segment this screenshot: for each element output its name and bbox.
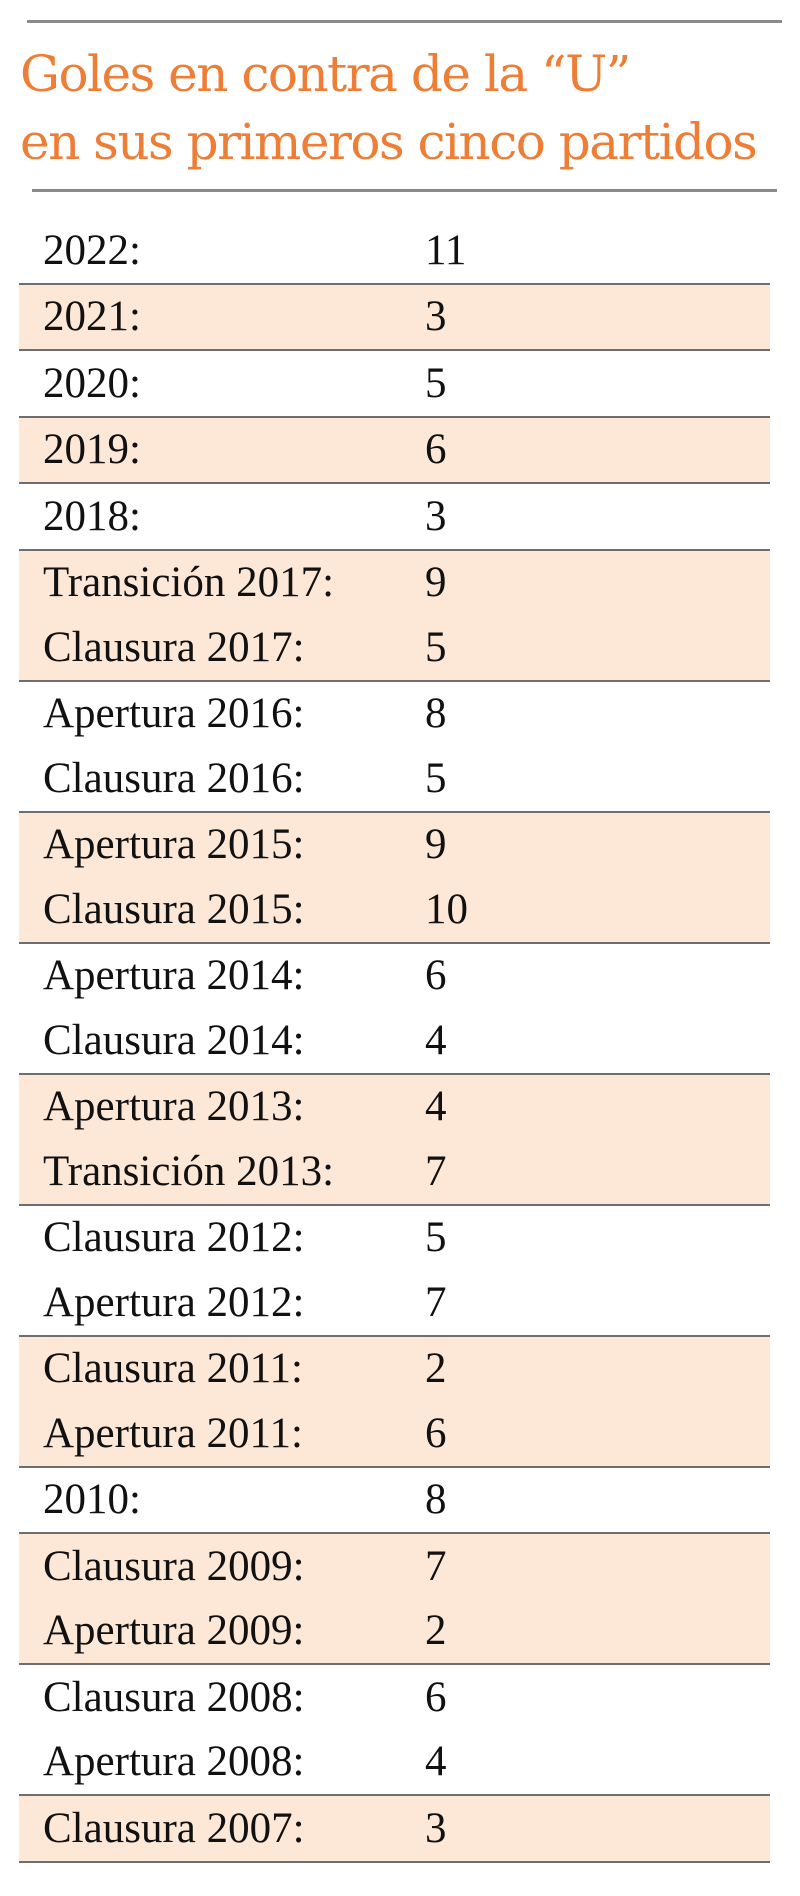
goals-against-value: 6 bbox=[425, 952, 447, 1000]
tournament-label: Clausura 2011: bbox=[43, 1345, 303, 1393]
goals-against-value: 7 bbox=[425, 1278, 447, 1326]
goals-against-value: 8 bbox=[425, 690, 447, 738]
chart-title-line-2: en sus primeros cinco partidos bbox=[20, 113, 758, 171]
table-row: Clausura 2012: 5 bbox=[19, 1206, 770, 1271]
table-row-group: 2021: 3 bbox=[19, 284, 770, 351]
chart-title: Goles en contra de la “U” en sus primero… bbox=[20, 40, 790, 176]
tournament-label: Apertura 2009: bbox=[43, 1607, 305, 1655]
table-row: Clausura 2017: 5 bbox=[19, 615, 770, 680]
tournament-label: Apertura 2012: bbox=[43, 1278, 305, 1326]
tournament-label: Clausura 2009: bbox=[43, 1542, 305, 1590]
tournament-label: 2019: bbox=[43, 426, 141, 474]
table-row: Clausura 2008: 6 bbox=[19, 1665, 770, 1730]
table-row-group: Apertura 2016: 8 Clausura 2016: 5 bbox=[19, 682, 770, 813]
table-row: 2020: 5 bbox=[19, 351, 770, 416]
table-row: Clausura 2009: 7 bbox=[19, 1534, 770, 1599]
goals-against-value: 5 bbox=[425, 754, 447, 802]
tournament-label: 2020: bbox=[43, 359, 141, 407]
table-row: Apertura 2014: 6 bbox=[19, 944, 770, 1009]
table-row: Apertura 2008: 4 bbox=[19, 1730, 770, 1795]
goals-against-value: 4 bbox=[425, 1083, 447, 1131]
goals-against-value: 9 bbox=[425, 559, 447, 607]
tournament-label: Clausura 2015: bbox=[43, 885, 305, 933]
tournament-label: Apertura 2016: bbox=[43, 690, 305, 738]
table-row: Clausura 2015: 10 bbox=[19, 877, 770, 942]
goals-against-value: 3 bbox=[425, 1804, 447, 1852]
table-row: Clausura 2016: 5 bbox=[19, 746, 770, 811]
table-row-group: Apertura 2013: 4 Transición 2013: 7 bbox=[19, 1074, 770, 1206]
tournament-label: Transición 2017: bbox=[43, 559, 335, 607]
goals-against-value: 4 bbox=[425, 1738, 447, 1786]
table-row-group: Clausura 2012: 5 Apertura 2012: 7 bbox=[19, 1206, 770, 1337]
table-row-group: 2019: 6 bbox=[19, 417, 770, 484]
table-row-group: Clausura 2007: 3 bbox=[19, 1796, 770, 1863]
goals-against-value: 5 bbox=[425, 623, 447, 671]
goals-against-value: 6 bbox=[425, 1673, 447, 1721]
table-row: Apertura 2016: 8 bbox=[19, 682, 770, 747]
table-row-group: Apertura 2014: 6 Clausura 2014: 4 bbox=[19, 944, 770, 1075]
table-row: Clausura 2007: 3 bbox=[19, 1796, 770, 1861]
tournament-label: Apertura 2011: bbox=[43, 1409, 303, 1457]
table-row: 2019: 6 bbox=[19, 418, 770, 483]
tournament-label: 2021: bbox=[43, 293, 141, 341]
tournament-label: Apertura 2015: bbox=[43, 821, 305, 869]
tournament-label: Clausura 2007: bbox=[43, 1804, 305, 1852]
goals-table: 2022: 11 2021: 3 2020: 5 2019: 6 2018: 3 Transició… bbox=[19, 218, 770, 1863]
goals-against-value: 3 bbox=[425, 492, 447, 540]
tournament-label: Clausura 2016: bbox=[43, 754, 305, 802]
goals-against-value: 10 bbox=[425, 885, 468, 933]
table-row-group: 2018: 3 bbox=[19, 484, 770, 551]
table-row: Apertura 2011: 6 bbox=[19, 1401, 770, 1466]
chart-title-line-1: Goles en contra de la “U” bbox=[20, 45, 631, 103]
table-row: 2022: 11 bbox=[19, 218, 770, 283]
goals-against-value: 9 bbox=[425, 821, 447, 869]
tournament-label: Apertura 2014: bbox=[43, 952, 305, 1000]
goals-against-value: 6 bbox=[425, 1409, 447, 1457]
tournament-label: 2018: bbox=[43, 492, 141, 540]
goals-against-value: 4 bbox=[425, 1016, 447, 1064]
table-row-group: 2010: 8 bbox=[19, 1468, 770, 1534]
table-row: Apertura 2012: 7 bbox=[19, 1270, 770, 1335]
table-row-group: Clausura 2009: 7 Apertura 2009: 2 bbox=[19, 1534, 770, 1665]
table-row-group: Clausura 2011: 2 Apertura 2011: 6 bbox=[19, 1336, 770, 1468]
table-row-group: 2020: 5 bbox=[19, 351, 770, 418]
table-row: Clausura 2014: 4 bbox=[19, 1008, 770, 1073]
table-row: Apertura 2013: 4 bbox=[19, 1075, 770, 1140]
tournament-label: Apertura 2013: bbox=[43, 1083, 305, 1131]
table-row: Apertura 2009: 2 bbox=[19, 1599, 770, 1664]
goals-against-value: 11 bbox=[425, 226, 467, 274]
goals-against-value: 2 bbox=[425, 1345, 447, 1393]
table-row-group: Clausura 2008: 6 Apertura 2008: 4 bbox=[19, 1665, 770, 1796]
goals-against-value: 7 bbox=[425, 1147, 447, 1195]
tournament-label: 2022: bbox=[43, 226, 141, 274]
goals-against-value: 6 bbox=[425, 426, 447, 474]
tournament-label: Clausura 2017: bbox=[43, 623, 305, 671]
table-row: Transición 2017: 9 bbox=[19, 551, 770, 616]
tournament-label: Clausura 2014: bbox=[43, 1016, 305, 1064]
table-row: Apertura 2015: 9 bbox=[19, 813, 770, 878]
top-rule bbox=[27, 20, 782, 23]
tournament-label: Apertura 2008: bbox=[43, 1738, 305, 1786]
goals-against-value: 5 bbox=[425, 1214, 447, 1262]
tournament-label: Transición 2013: bbox=[43, 1147, 335, 1195]
goals-against-value: 8 bbox=[425, 1476, 447, 1524]
table-row: Clausura 2011: 2 bbox=[19, 1337, 770, 1402]
goals-against-value: 3 bbox=[425, 293, 447, 341]
table-row: 2018: 3 bbox=[19, 484, 770, 549]
table-row: 2010: 8 bbox=[19, 1468, 770, 1533]
goals-against-value: 7 bbox=[425, 1542, 447, 1590]
table-row-group: Apertura 2015: 9 Clausura 2015: 10 bbox=[19, 812, 770, 944]
title-divider bbox=[32, 189, 777, 192]
table-row: Transición 2013: 7 bbox=[19, 1139, 770, 1204]
tournament-label: Clausura 2008: bbox=[43, 1673, 305, 1721]
tournament-label: 2010: bbox=[43, 1476, 141, 1524]
goals-against-value: 5 bbox=[425, 359, 447, 407]
table-row-group: Transición 2017: 9 Clausura 2017: 5 bbox=[19, 550, 770, 682]
table-row: 2021: 3 bbox=[19, 285, 770, 350]
tournament-label: Clausura 2012: bbox=[43, 1214, 305, 1262]
goals-against-value: 2 bbox=[425, 1607, 447, 1655]
table-row-group: 2022: 11 bbox=[19, 218, 770, 285]
